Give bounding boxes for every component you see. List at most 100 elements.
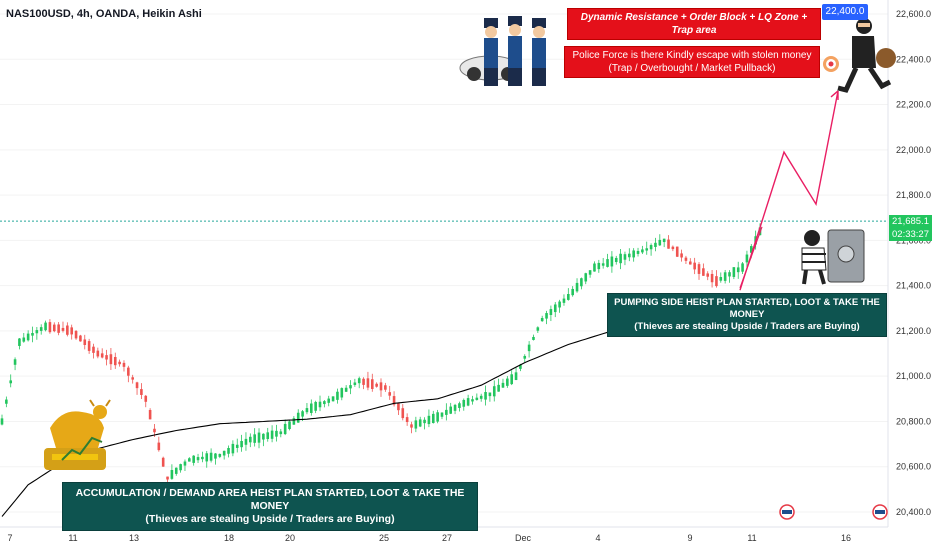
y-tick-label: 20,800.0 xyxy=(896,416,931,426)
candle-body xyxy=(606,259,609,267)
candle-body xyxy=(214,453,217,459)
candle-body xyxy=(471,399,474,402)
candle-body xyxy=(105,355,108,360)
candle-body xyxy=(697,264,701,274)
current-price-value: 21,685.1 xyxy=(892,216,929,227)
candle-body xyxy=(719,277,723,281)
candle-body xyxy=(9,380,13,384)
candle-body xyxy=(113,356,117,366)
candle-body xyxy=(174,467,178,474)
flag-icon-left xyxy=(779,504,795,520)
candle-body xyxy=(357,378,361,384)
candle-body xyxy=(0,418,4,425)
police-line2: (Trap / Overbought / Market Pullback) xyxy=(608,63,776,74)
candle-body xyxy=(492,386,496,397)
thief-safe-illustration xyxy=(801,229,865,285)
accumulation-annotation: ACCUMULATION / DEMAND AREA HEIST PLAN ST… xyxy=(62,482,478,531)
candle-body xyxy=(545,313,548,319)
candle-body xyxy=(336,391,339,400)
y-tick-label: 21,000.0 xyxy=(896,371,931,381)
x-tick-label: 13 xyxy=(129,533,139,543)
x-tick-label: Dec xyxy=(515,533,532,543)
candle-body xyxy=(593,263,596,272)
candle-body xyxy=(18,338,21,346)
candle-body xyxy=(166,476,169,480)
projection-path xyxy=(739,90,839,291)
candle-body xyxy=(370,379,374,389)
candle-body xyxy=(309,403,313,413)
candle-body xyxy=(453,404,457,411)
candle-body xyxy=(362,378,365,385)
x-tick-label: 11 xyxy=(68,533,77,543)
candle-body xyxy=(636,250,640,254)
candle-body xyxy=(706,273,710,277)
candle-body xyxy=(662,238,666,243)
candle-body xyxy=(506,378,509,386)
candle-body xyxy=(688,261,692,265)
candle-body xyxy=(702,268,705,276)
candle-body xyxy=(201,456,204,460)
candle-body xyxy=(235,444,239,448)
candle-body xyxy=(488,392,492,397)
pumping-line2: (Thieves are stealing Upside / Traders a… xyxy=(634,321,860,332)
candle-body xyxy=(57,324,60,333)
y-tick-label: 22,400.0 xyxy=(896,54,931,64)
candle-body xyxy=(275,430,278,437)
police-line1: Police Force is there Kindly escape with… xyxy=(572,50,812,61)
x-tick-label: 20 xyxy=(285,533,295,543)
candle-body xyxy=(96,350,100,357)
candle-body xyxy=(253,434,256,443)
pumping-line1: PUMPING SIDE HEIST PLAN STARTED, LOOT & … xyxy=(614,297,880,320)
candle-body xyxy=(540,318,544,322)
candle-body xyxy=(35,330,39,334)
candle-body xyxy=(270,430,274,439)
candle-body xyxy=(353,382,357,385)
candle-body xyxy=(292,418,296,425)
x-tick-label: 11 xyxy=(747,533,756,543)
candle-body xyxy=(445,409,448,415)
candle-body xyxy=(501,382,505,388)
candle-body xyxy=(475,397,479,400)
candle-body xyxy=(536,327,540,331)
candle-body xyxy=(61,327,65,331)
x-tick-label: 16 xyxy=(841,533,851,543)
y-tick-label: 21,400.0 xyxy=(896,281,931,291)
candle-body xyxy=(323,401,326,405)
x-tick-label: 7 xyxy=(7,533,12,543)
candle-body xyxy=(680,253,683,258)
entry-arrow xyxy=(739,226,763,289)
candle-body xyxy=(562,298,566,303)
candle-body xyxy=(122,362,126,367)
candle-body xyxy=(305,408,309,413)
x-tick-label: 9 xyxy=(687,533,692,543)
candle-body xyxy=(31,332,34,336)
bull-illustration xyxy=(44,399,111,470)
candle-series xyxy=(0,223,762,484)
candle-body xyxy=(92,346,95,353)
candle-body xyxy=(170,470,174,479)
candle-body xyxy=(314,401,317,411)
candle-body xyxy=(39,327,43,331)
candle-body xyxy=(266,432,270,440)
candle-body xyxy=(584,273,588,282)
candle-body xyxy=(301,411,304,417)
candle-body xyxy=(74,330,78,339)
candle-body xyxy=(205,453,209,462)
candle-body xyxy=(144,395,148,402)
y-tick-label: 22,200.0 xyxy=(896,100,931,110)
candle-body xyxy=(671,246,675,250)
candle-body xyxy=(209,452,213,461)
candle-body xyxy=(26,333,30,341)
candle-body xyxy=(249,436,252,443)
candle-body xyxy=(66,325,69,335)
candle-body xyxy=(388,392,392,396)
candle-body xyxy=(44,322,47,331)
candle-body xyxy=(610,256,614,267)
y-tick-label: 22,600.0 xyxy=(896,9,931,19)
police-annotation: Police Force is there Kindly escape with… xyxy=(564,46,820,78)
candle-body xyxy=(183,461,187,466)
current-price-tag: 21,685.1 02:33:27 xyxy=(889,215,932,241)
candle-body xyxy=(379,382,383,391)
candle-body xyxy=(558,301,561,308)
